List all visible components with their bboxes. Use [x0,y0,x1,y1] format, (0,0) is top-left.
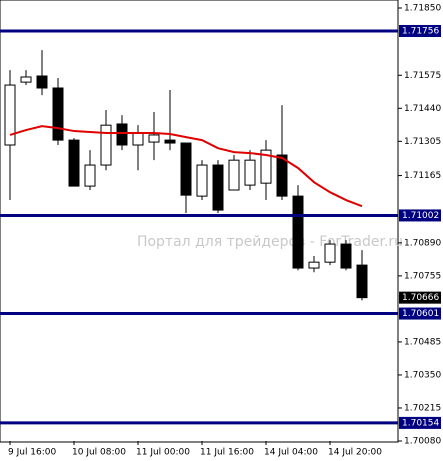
watermark: Портал для трейдеров - ForTrader.ru [137,234,403,250]
y-tick-label: 1.71575 [404,71,441,81]
candle-body [20,76,32,83]
candle-body [164,139,176,144]
price-label: 1.70666 [402,293,439,303]
level-label: 1.70154 [402,418,439,428]
x-tick-label: 11 Jul 00:00 [136,448,190,458]
y-tick-label: 1.70890 [404,238,441,248]
x-tick-label: 11 Jul 16:00 [200,448,254,458]
price-label-box [399,291,441,304]
candle-body [260,149,272,184]
y-tick-label: 1.70215 [404,403,441,413]
y-tick-label: 1.70485 [404,337,441,347]
candle-body [308,261,320,269]
x-tick-label: 9 Jul 16:00 [8,448,57,458]
x-tick-label: 10 Jul 08:00 [72,448,126,458]
candle-body [84,164,96,187]
candle-body [196,164,208,197]
candle-body [244,159,256,186]
candle-body [212,164,224,211]
candle-body [132,132,144,146]
plot-frame [0,0,399,443]
level-label-box [399,416,441,429]
candle-body [52,87,64,141]
candle-body [36,75,48,89]
y-tick-label: 1.70080 [404,437,441,447]
candle-body [276,154,288,197]
level-label: 1.70601 [402,309,439,319]
y-tick-label: 1.71165 [404,171,441,181]
candle-body [340,243,352,269]
y-tick-label: 1.70755 [404,271,441,281]
candle-body [100,124,112,166]
y-tick-label: 1.71305 [404,137,441,147]
candle-body [292,195,304,269]
moving-average [9,125,363,208]
candle-body [180,142,192,196]
y-tick-label: 1.70350 [404,370,441,380]
candle-body [356,264,368,299]
level-label-box [399,209,441,222]
candle-body [324,243,336,263]
candle-body [68,139,80,187]
level-label-box [399,307,441,320]
x-tick-label: 14 Jul 04:00 [264,448,318,458]
y-tick-label: 1.71850 [404,4,441,14]
level-label-box [399,24,441,37]
x-tick-label: 14 Jul 20:00 [328,448,382,458]
level-label: 1.71756 [402,26,439,36]
candle-body [228,159,240,191]
candle-body [4,84,16,146]
y-tick-label: 1.71440 [404,104,441,114]
candle-body [116,123,128,146]
level-label: 1.71002 [402,211,439,221]
candle-body [148,134,160,143]
